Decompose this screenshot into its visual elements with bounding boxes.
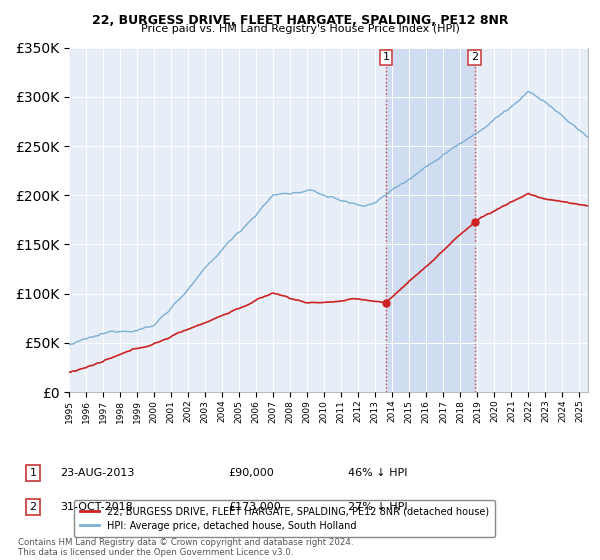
Text: 31-OCT-2018: 31-OCT-2018 [60,502,133,512]
Text: 27% ↓ HPI: 27% ↓ HPI [348,502,407,512]
Text: Price paid vs. HM Land Registry's House Price Index (HPI): Price paid vs. HM Land Registry's House … [140,24,460,34]
Text: 1: 1 [29,468,37,478]
Bar [386,48,475,392]
Text: 46% ↓ HPI: 46% ↓ HPI [348,468,407,478]
Text: 1: 1 [383,53,389,63]
Text: 22, BURGESS DRIVE, FLEET HARGATE, SPALDING, PE12 8NR: 22, BURGESS DRIVE, FLEET HARGATE, SPALDI… [92,14,508,27]
Text: Contains HM Land Registry data © Crown copyright and database right 2024.
This d: Contains HM Land Registry data © Crown c… [18,538,353,557]
Text: 2: 2 [29,502,37,512]
Text: £173,000: £173,000 [228,502,281,512]
Legend: 22, BURGESS DRIVE, FLEET HARGATE, SPALDING, PE12 8NR (detached house), HPI: Aver: 22, BURGESS DRIVE, FLEET HARGATE, SPALDI… [74,500,495,536]
Text: 23-AUG-2013: 23-AUG-2013 [60,468,134,478]
Text: 2: 2 [471,53,478,63]
Text: £90,000: £90,000 [228,468,274,478]
